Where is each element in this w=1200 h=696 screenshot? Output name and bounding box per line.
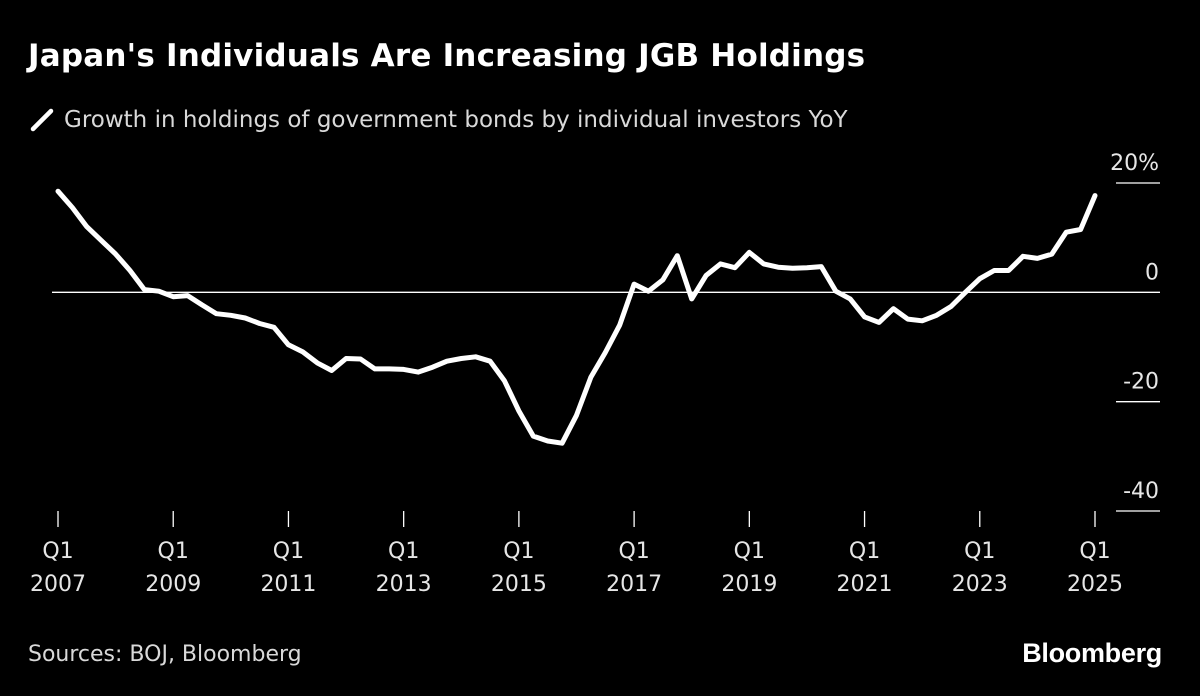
series-layer: [55, 188, 1098, 446]
x-tick-label-quarter: Q1: [618, 539, 649, 564]
x-tick-label-year: 2017: [606, 572, 662, 597]
x-tick-label-year: 2025: [1067, 572, 1123, 597]
x-axis-ticks: Q1 2007 Q1 2009 Q1 2011 Q1 2013 Q1 2015 Q1 2017 Q1 20…: [30, 511, 1123, 597]
y-tick-label: 20%: [1110, 151, 1159, 176]
series-line: [55, 188, 1098, 446]
x-tick-label-quarter: Q1: [273, 539, 304, 564]
y-tick-label: -40: [1123, 479, 1159, 504]
x-tick-label-quarter: Q1: [964, 539, 995, 564]
source-note: Sources: BOJ, Bloomberg: [28, 642, 302, 667]
x-tick-label-year: 2019: [721, 572, 777, 597]
legend-label: Growth in holdings of government bonds b…: [64, 107, 848, 133]
x-tick-label-quarter: Q1: [734, 539, 765, 564]
x-tick-label-quarter: Q1: [1079, 539, 1110, 564]
bloomberg-logo: Bloomberg: [1022, 638, 1162, 668]
x-tick-label-year: 2009: [145, 572, 201, 597]
x-tick-label-year: 2023: [952, 572, 1008, 597]
x-tick-label-year: 2013: [376, 572, 432, 597]
y-tick-label: 0: [1145, 260, 1159, 285]
x-tick-label-year: 2015: [491, 572, 547, 597]
x-tick-label-quarter: Q1: [42, 539, 73, 564]
y-axis-ticks: 20% 0 -20 -40: [1110, 151, 1160, 512]
x-tick-label-quarter: Q1: [849, 539, 880, 564]
legend-line-icon: [30, 108, 54, 132]
x-tick-label-year: 2007: [30, 572, 86, 597]
chart-title: Japan's Individuals Are Increasing JGB H…: [28, 38, 866, 74]
x-tick-label-quarter: Q1: [388, 539, 419, 564]
y-tick-label: -20: [1123, 370, 1159, 395]
x-tick-label-year: 2011: [260, 572, 316, 597]
x-tick-label-quarter: Q1: [503, 539, 534, 564]
x-tick-label-quarter: Q1: [158, 539, 189, 564]
legend: Growth in holdings of government bonds b…: [30, 104, 848, 136]
x-tick-label-year: 2021: [837, 572, 893, 597]
